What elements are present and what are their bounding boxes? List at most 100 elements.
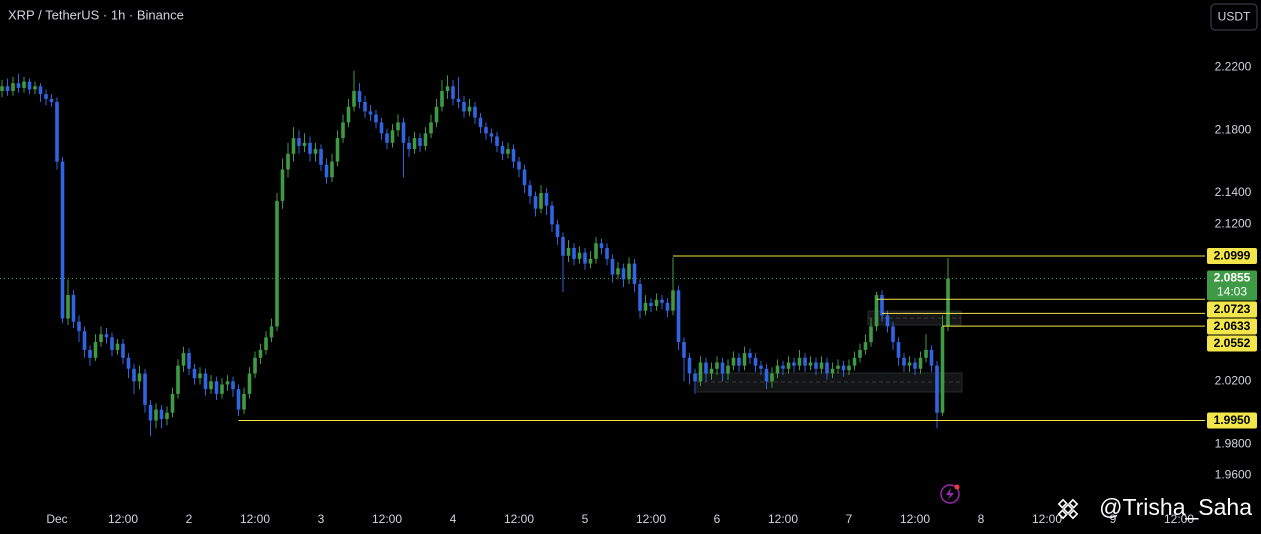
- candle-body: [225, 381, 230, 385]
- currency-button[interactable]: USDT: [1210, 3, 1258, 31]
- y-tick-label: 1.9600: [1215, 468, 1252, 482]
- level-tag: [1207, 301, 1257, 318]
- candle-body: [434, 106, 439, 123]
- candle-body: [368, 111, 373, 115]
- candle-body: [478, 117, 483, 128]
- candle-body: [830, 368, 835, 374]
- candle-body: [489, 133, 494, 137]
- x-tick-label: 6: [714, 512, 721, 526]
- candle-body: [319, 149, 323, 165]
- candle-body: [539, 193, 543, 209]
- candle-body: [77, 321, 81, 332]
- candle-body: [698, 362, 703, 382]
- candle-body: [588, 258, 593, 264]
- candle-body: [506, 149, 510, 154]
- candle-body: [341, 122, 345, 139]
- candle-body: [115, 343, 120, 350]
- candle-body: [346, 106, 351, 123]
- candle-body: [764, 368, 769, 382]
- candle-body: [335, 138, 340, 162]
- candle-body: [605, 247, 609, 259]
- x-tick-label: 12:00: [1164, 512, 1194, 526]
- candle-body: [759, 365, 763, 369]
- candle-body: [561, 236, 565, 256]
- candle-body: [121, 343, 125, 358]
- candle-body: [192, 368, 197, 379]
- countdown-label: 14:03: [1217, 285, 1247, 299]
- candle-body: [132, 368, 136, 382]
- candle-body: [682, 342, 686, 358]
- candle-body: [649, 302, 653, 306]
- chart-title: XRP / TetherUS · 1h · Binance: [8, 7, 184, 22]
- candle-body: [390, 130, 395, 143]
- x-tick-label: 12:00: [900, 512, 930, 526]
- alert-icon[interactable]: [940, 484, 960, 504]
- candle-body: [363, 102, 367, 112]
- candle-body: [143, 373, 147, 405]
- currency-button-frame[interactable]: [1210, 3, 1258, 31]
- candle-body: [99, 334, 103, 343]
- candle-body: [544, 193, 549, 206]
- candle-body: [638, 284, 642, 311]
- candle-body: [357, 91, 362, 102]
- candle-body: [110, 337, 114, 350]
- candle-body: [566, 247, 571, 256]
- x-tick-label: 8: [978, 512, 985, 526]
- candle-body: [71, 295, 76, 322]
- candle-body: [913, 362, 917, 369]
- candle-body: [814, 362, 818, 369]
- candle-body: [66, 295, 70, 319]
- x-tick-label: 12:00: [372, 512, 402, 526]
- y-tick-label: 2.2200: [1215, 60, 1252, 74]
- y-tick-label: 2.1800: [1215, 122, 1252, 136]
- candle-body: [187, 353, 191, 369]
- candle-body: [946, 278, 950, 327]
- x-tick-label: 3: [318, 512, 325, 526]
- candle-body: [808, 362, 813, 366]
- candle-body: [412, 138, 417, 150]
- candle-body: [209, 381, 213, 390]
- candle-body: [599, 243, 604, 248]
- candle-body: [308, 142, 312, 154]
- level-tag-label: 1.9950: [1214, 413, 1251, 427]
- candle-body: [473, 106, 477, 118]
- candle-body: [352, 91, 356, 107]
- candle-body: [11, 83, 15, 92]
- candle-body: [302, 142, 307, 146]
- last-price-tag: [1207, 270, 1257, 301]
- candle-body: [286, 153, 290, 170]
- candle-body: [484, 127, 488, 134]
- candle-body: [621, 268, 626, 280]
- candle-body: [220, 384, 224, 394]
- candle-body: [715, 362, 719, 369]
- candle-body: [753, 357, 758, 366]
- candle-body: [165, 412, 169, 419]
- candle-body: [720, 362, 725, 374]
- level-tag: [1207, 335, 1257, 352]
- candle-body: [231, 381, 235, 390]
- currency-label[interactable]: USDT: [1218, 10, 1251, 24]
- candle-body: [258, 349, 263, 358]
- candle-body: [181, 353, 186, 366]
- candle-body: [940, 326, 945, 413]
- alert-ring[interactable]: [940, 484, 960, 504]
- candle-body: [891, 326, 895, 343]
- candle-body: [841, 365, 846, 371]
- candle-body: [456, 98, 461, 102]
- candle-body: [297, 138, 301, 146]
- candle-body: [654, 299, 659, 306]
- candle-body: [324, 164, 329, 178]
- candle-body: [467, 106, 472, 112]
- y-tick-label: 2.1400: [1215, 185, 1252, 199]
- candle-body: [693, 373, 697, 382]
- candle-body: [610, 258, 615, 275]
- watermark-icon: [1057, 498, 1079, 520]
- candle-body: [577, 252, 582, 259]
- candle-body: [33, 86, 37, 90]
- candle-body: [214, 381, 219, 394]
- candle-body: [269, 326, 274, 338]
- candle-body: [313, 149, 318, 154]
- candle-body: [533, 196, 538, 209]
- candle-body: [407, 142, 411, 150]
